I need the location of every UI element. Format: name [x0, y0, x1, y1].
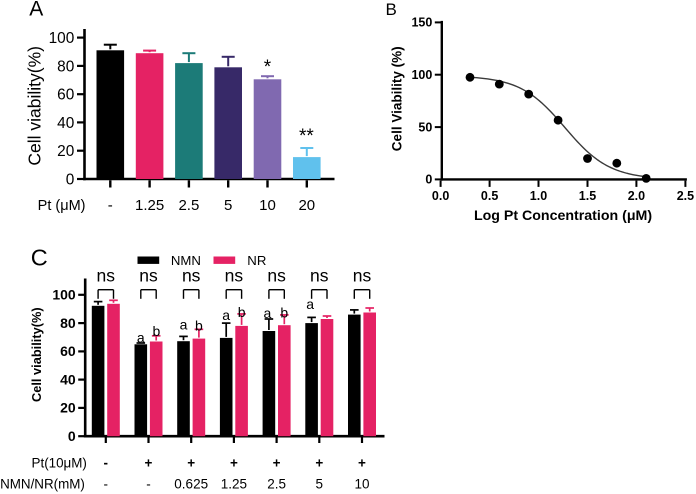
svg-text:a: a [306, 296, 314, 312]
svg-text:NMN/NR(mM): NMN/NR(mM) [0, 477, 85, 492]
svg-text:20: 20 [60, 400, 76, 416]
svg-text:ns: ns [182, 265, 201, 285]
svg-text:NR: NR [247, 253, 266, 268]
svg-text:b: b [280, 304, 288, 320]
svg-text:B: B [386, 0, 397, 19]
svg-text:100: 100 [52, 287, 76, 303]
svg-text:+: + [315, 456, 323, 471]
svg-text:100: 100 [49, 30, 75, 47]
svg-text:40: 40 [60, 371, 76, 387]
svg-text:b: b [153, 323, 161, 339]
svg-text:a: a [137, 330, 145, 346]
svg-text:Pt (μM): Pt (μM) [38, 198, 86, 214]
svg-text:Pt(10μM): Pt(10μM) [32, 456, 87, 471]
svg-text:0: 0 [68, 428, 76, 444]
svg-text:60: 60 [57, 87, 74, 104]
svg-text:-: - [104, 476, 109, 491]
svg-text:50: 50 [418, 120, 432, 134]
svg-text:Cell Viability (%): Cell Viability (%) [390, 46, 405, 151]
svg-text:150: 150 [411, 16, 432, 30]
svg-text:b: b [195, 317, 203, 333]
svg-text:ns: ns [225, 265, 244, 285]
svg-text:1.0: 1.0 [530, 189, 547, 203]
svg-text:1.25: 1.25 [135, 197, 164, 214]
svg-text:10: 10 [259, 197, 276, 214]
svg-text:80: 80 [60, 315, 76, 331]
svg-text:ns: ns [139, 265, 158, 285]
svg-text:2.0: 2.0 [628, 189, 645, 203]
svg-text:NMN: NMN [171, 253, 201, 268]
svg-text:Cell viability(%): Cell viability(%) [29, 307, 44, 402]
svg-text:+: + [230, 456, 238, 471]
svg-text:+: + [273, 456, 281, 471]
svg-text:Cell viability(%): Cell viability(%) [25, 46, 45, 166]
svg-text:ns: ns [310, 265, 329, 285]
svg-text:ns: ns [353, 265, 372, 285]
svg-text:*: * [264, 57, 272, 78]
svg-text:A: A [29, 0, 43, 21]
svg-text:-: - [108, 197, 113, 214]
svg-text:100: 100 [411, 68, 432, 82]
svg-text:2.5: 2.5 [178, 197, 199, 214]
svg-text:0.625: 0.625 [174, 476, 208, 491]
svg-text:b: b [238, 304, 246, 320]
svg-text:0.0: 0.0 [432, 189, 449, 203]
svg-text:+: + [187, 456, 195, 471]
svg-text:-: - [104, 456, 109, 471]
svg-text:a: a [222, 307, 230, 323]
svg-text:60: 60 [60, 343, 76, 359]
svg-text:20: 20 [57, 143, 74, 160]
svg-text:1.5: 1.5 [579, 189, 596, 203]
svg-text:a: a [180, 317, 188, 333]
svg-text:5: 5 [316, 476, 324, 491]
svg-text:2.5: 2.5 [267, 476, 286, 491]
svg-text:+: + [145, 456, 153, 471]
svg-text:1.25: 1.25 [221, 476, 247, 491]
svg-text:40: 40 [57, 115, 74, 132]
svg-text:ns: ns [97, 265, 116, 285]
svg-text:2.5: 2.5 [677, 189, 694, 203]
svg-text:5: 5 [224, 197, 232, 214]
svg-text:0.5: 0.5 [481, 189, 498, 203]
svg-text:+: + [358, 456, 366, 471]
svg-text:0: 0 [425, 173, 432, 187]
svg-text:-: - [146, 476, 151, 491]
svg-text:C: C [31, 245, 48, 271]
svg-text:ns: ns [267, 265, 286, 285]
svg-text:0: 0 [66, 171, 75, 188]
svg-text:**: ** [299, 126, 314, 147]
svg-text:10: 10 [354, 476, 369, 491]
svg-text:80: 80 [57, 58, 74, 75]
svg-text:a: a [264, 305, 272, 321]
svg-text:Log Pt Concentration (μM): Log Pt Concentration (μM) [474, 208, 652, 224]
svg-text:20: 20 [298, 197, 315, 214]
